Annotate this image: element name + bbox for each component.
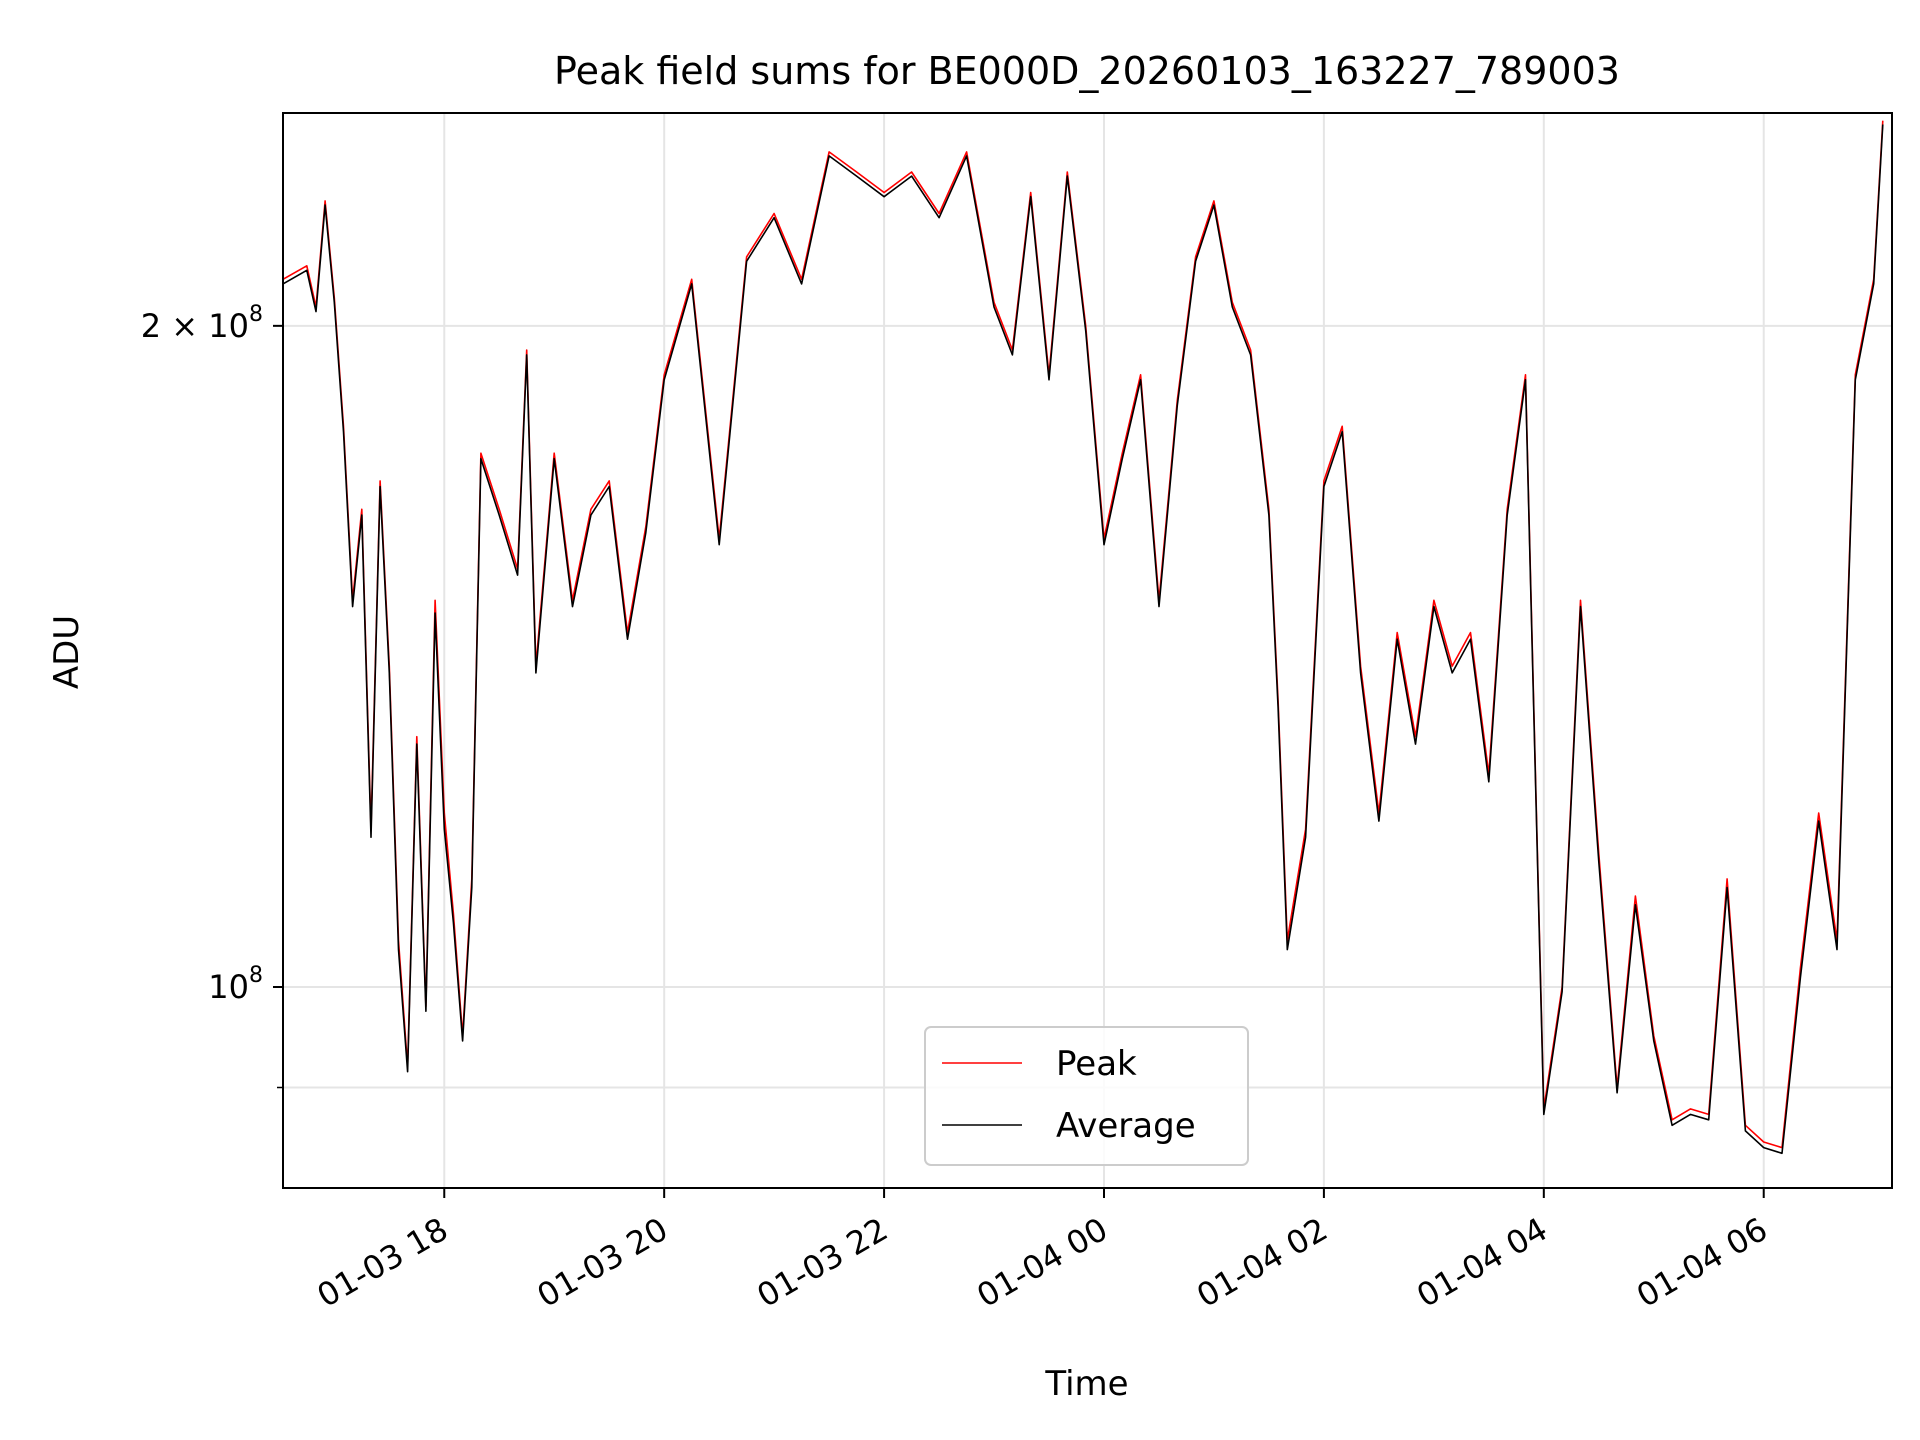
legend-box (924, 1026, 1249, 1166)
legend: Peak Average (924, 1026, 1249, 1166)
series-line-average (283, 124, 1884, 1155)
axes-frame (282, 112, 1893, 1189)
x-axis-label: Time (1044, 1364, 1128, 1404)
y-axis-label: ADU (47, 615, 87, 689)
series-layer (283, 120, 1884, 1155)
y-tick-label: 2 × 108 (141, 302, 263, 345)
chart-title: Peak field sums for BE000D_20260103_1632… (554, 49, 1620, 93)
legend-label-average: Average (1056, 1106, 1196, 1146)
legend-label-peak: Peak (1056, 1044, 1137, 1084)
grid (283, 113, 1892, 1188)
